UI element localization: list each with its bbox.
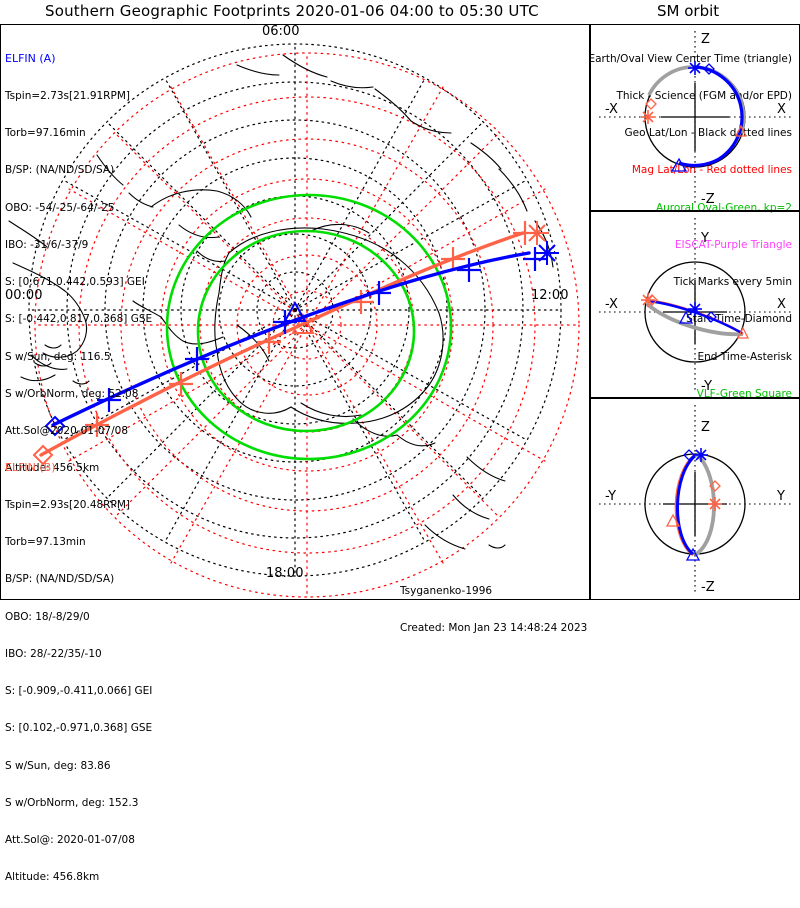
sm-xz-label-x-pos: X [777, 102, 786, 117]
sm-xy-label-x-neg: -X [605, 297, 618, 312]
legend-item-end-time: End Time-Asterisk [697, 350, 792, 363]
legend-item-tick-marks: Tick Marks every 5min [673, 276, 792, 289]
elfin-a-start-diamond [44, 415, 66, 437]
elfin-a-line: S w/Sun, deg: 116.5 [5, 350, 111, 363]
elfin-b-line: IBO: 28/-22/35/-10 [5, 647, 102, 660]
sm-xy-red-asterisk [641, 293, 655, 307]
sm-xz-red-diamond [645, 98, 657, 110]
sm-xz-blue-asterisk [688, 61, 702, 75]
elfin-b-line: Att.Sol@: 2020-01-07/08 [5, 834, 135, 846]
sm-xy-red-triangle [736, 326, 750, 339]
auroral-oval [165, 193, 453, 461]
sm-xz-blue-triangle [670, 157, 688, 172]
sm-xz-shadow-arc [647, 65, 746, 134]
sm-xy-label-y-neg: -Y [701, 379, 712, 394]
sm-xz-red-triangle [734, 124, 748, 137]
elfin-b-header: ELFIN (B) [5, 460, 56, 474]
elfin-a-line: B/SP: (NA/ND/SD/SA) [5, 164, 115, 177]
elfin-a-line: OBO: -54/-25/-64/-25 [5, 201, 115, 214]
sm-xz-label-z-neg: -Z [701, 192, 715, 207]
polar-map-panel [0, 24, 590, 600]
sm-yz-blue-diamond [683, 449, 695, 461]
sm-xy-svg: Y -Y -X X [599, 218, 791, 394]
elfin-b-line: S w/Sun, deg: 83.86 [5, 759, 111, 772]
page-title: Southern Geographic Footprints 2020-01-0… [45, 2, 539, 20]
elfin-b-line: Torb=97.13min [5, 536, 86, 549]
geo-lon-meridians [28, 43, 562, 577]
sm-orbit-title: SM orbit [657, 2, 720, 20]
sm-xy-label-x-pos: X [777, 297, 786, 312]
sm-xy-orbit-blue [648, 299, 743, 335]
sm-xz-label-z-pos: Z [701, 32, 710, 47]
polar-map-svg [8, 43, 580, 598]
sm-xz-red-asterisk [641, 110, 655, 124]
sm-xz-svg: Z -Z -X X [599, 31, 791, 207]
elfin-b-end-asterisk [525, 221, 549, 245]
sm-yz-red-diamond [709, 480, 721, 492]
elfin-a-info-block: ELFIN (A) Tspin=2.73s[21.91RPM] Torb=97.… [5, 28, 152, 499]
sm-xy-shadow-arc [645, 302, 744, 337]
sm-yz-shadow-arc [693, 453, 716, 557]
sm-orbit-panel-xz: Z -Z -X X [590, 24, 800, 211]
sm-yz-blue-asterisk [694, 448, 708, 462]
legend-item-vlf: VLF-Green Square [696, 387, 792, 400]
coastlines [8, 54, 554, 550]
sm-xy-blue-diamond [705, 311, 717, 323]
elfin-a-line: Tspin=2.73s[21.91RPM] [5, 90, 130, 103]
elfin-a-center-triangle [283, 300, 307, 322]
sm-xy-red-diamond [646, 294, 658, 306]
credits-block: Tsyganenko-1996 Created: Mon Jan 23 14:4… [400, 560, 587, 659]
elfin-a-line: S w/OrbNorm, deg: 52.08 [5, 387, 139, 400]
elfin-a-track [51, 251, 531, 427]
elfin-b-info-block: ELFIN (B) Tspin=2.93s[20.48RPM] Torb=97.… [5, 437, 152, 908]
elfin-a-line: S: [-0.442,0.817,0.368] GSE [5, 313, 153, 326]
elfin-b-start-diamond [32, 444, 54, 466]
elfin-a-header: ELFIN (A) [5, 51, 56, 65]
elfin-a-end-asterisk [535, 241, 559, 265]
screenshot-root: Southern Geographic Footprints 2020-01-0… [0, 0, 800, 883]
legend-item-eiscat: EISCAT-Purple Triangle [674, 238, 792, 251]
model-name: Tsyganenko-1996 [400, 584, 493, 597]
sm-yz-red-triangle [665, 513, 681, 527]
sm-yz-svg: Z -Z -Y Y [599, 405, 791, 595]
sm-yz-label-y-neg: -Y [605, 489, 616, 504]
mlt-label-right: 12:00 [531, 288, 569, 303]
sm-orbit-panel-yz: Z -Z -Y Y [590, 398, 800, 600]
sm-yz-red-asterisk [708, 497, 722, 511]
elfin-b-line: B/SP: (NA/ND/SD/SA) [5, 573, 115, 586]
created-timestamp: Created: Mon Jan 23 14:48:24 2023 [400, 622, 588, 635]
elfin-b-line: S: [-0.909,-0.411,0.066] GEI [5, 685, 153, 698]
elfin-b-line: S: [0.102,-0.971,0.368] GSE [5, 722, 153, 735]
elfin-a-line: Att.Sol@2020-01-07/08 [5, 425, 128, 437]
sm-yz-label-z-neg: -Z [701, 580, 715, 595]
elfin-b-line: Tspin=2.93s[20.48RPM] [5, 499, 130, 512]
sm-yz-orbit-blue [676, 454, 697, 556]
earth-circle [644, 261, 746, 363]
mlt-label-left: 00:00 [5, 288, 43, 303]
sm-xz-blue-diamond [703, 63, 715, 75]
sm-xy-label-y-pos: Y [700, 231, 709, 246]
elfin-b-line: OBO: 18/-8/29/0 [5, 610, 90, 623]
elfin-b-center-triangle [291, 312, 315, 334]
sm-xy-blue-asterisk [688, 302, 702, 316]
sm-xz-orbit-blue [678, 65, 744, 168]
elfin-b-line: Altitude: 456.8km [5, 871, 100, 884]
mlt-label-top: 06:00 [262, 24, 300, 39]
mlt-label-bottom: 18:00 [266, 566, 304, 581]
legend-item-mag-grid: Mag Lat/Lon - Red dotted lines [631, 164, 792, 177]
sm-xz-label-x-neg: -X [605, 102, 618, 117]
legend-item-center-time: Earth/Oval View Center Time (triangle) [588, 52, 792, 65]
elfin-b-line: S w/OrbNorm, deg: 152.3 [5, 796, 139, 809]
sm-yz-label-y-pos: Y [776, 489, 785, 504]
elfin-a-line: Torb=97.16min [5, 127, 86, 140]
sm-orbit-panel-xy: Y -Y -X X [590, 211, 800, 398]
sm-xy-blue-triangle [678, 310, 694, 324]
elfin-a-line: S: [0.671,0.442,0.593] GEI [5, 276, 145, 289]
elfin-a-line: IBO: -31/6/-37/9 [5, 238, 89, 251]
elfin-a-line: Altitude: 456.5km [5, 462, 100, 475]
sm-yz-label-z-pos: Z [701, 420, 710, 435]
sm-yz-blue-triangle [685, 547, 701, 561]
